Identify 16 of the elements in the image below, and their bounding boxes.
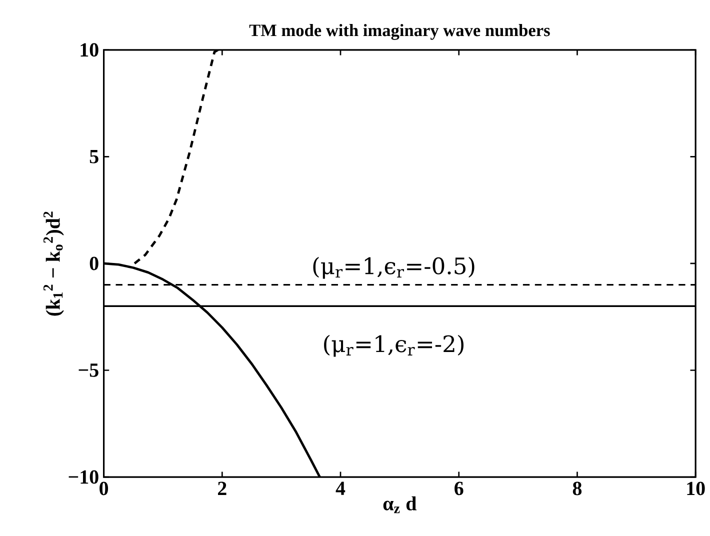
annotation: (μ$_{r}$=1,ϵ$_{r}$=-2) xyxy=(324,334,464,357)
x-tick-label: 4 xyxy=(336,482,346,495)
y-tick-label: 0 xyxy=(90,256,98,270)
y-tick-label: 10 xyxy=(80,43,98,57)
x-tick-label: 10 xyxy=(687,482,705,496)
x-tick-label: 0 xyxy=(100,482,108,496)
y-tick-label: −10 xyxy=(68,470,98,484)
annotation: (μ$_{r}$=1,ϵ$_{r}$=-0.5) xyxy=(313,256,474,279)
chart-title: TM mode with imaginary wave numbers xyxy=(249,24,550,40)
x-tick-label: 8 xyxy=(572,482,582,496)
x-tick-label: 6 xyxy=(454,482,464,496)
x-axis-title: α$_{z}$ d xyxy=(383,496,417,514)
y-axis-title: (k$_{1}$$^{2}$ − k$_{o}$$^{2}$)d$^{2}$ xyxy=(44,212,64,316)
y-tick-label: 5 xyxy=(90,150,98,164)
y-tick-label: −5 xyxy=(78,364,98,377)
x-tick-label: 2 xyxy=(218,482,226,495)
